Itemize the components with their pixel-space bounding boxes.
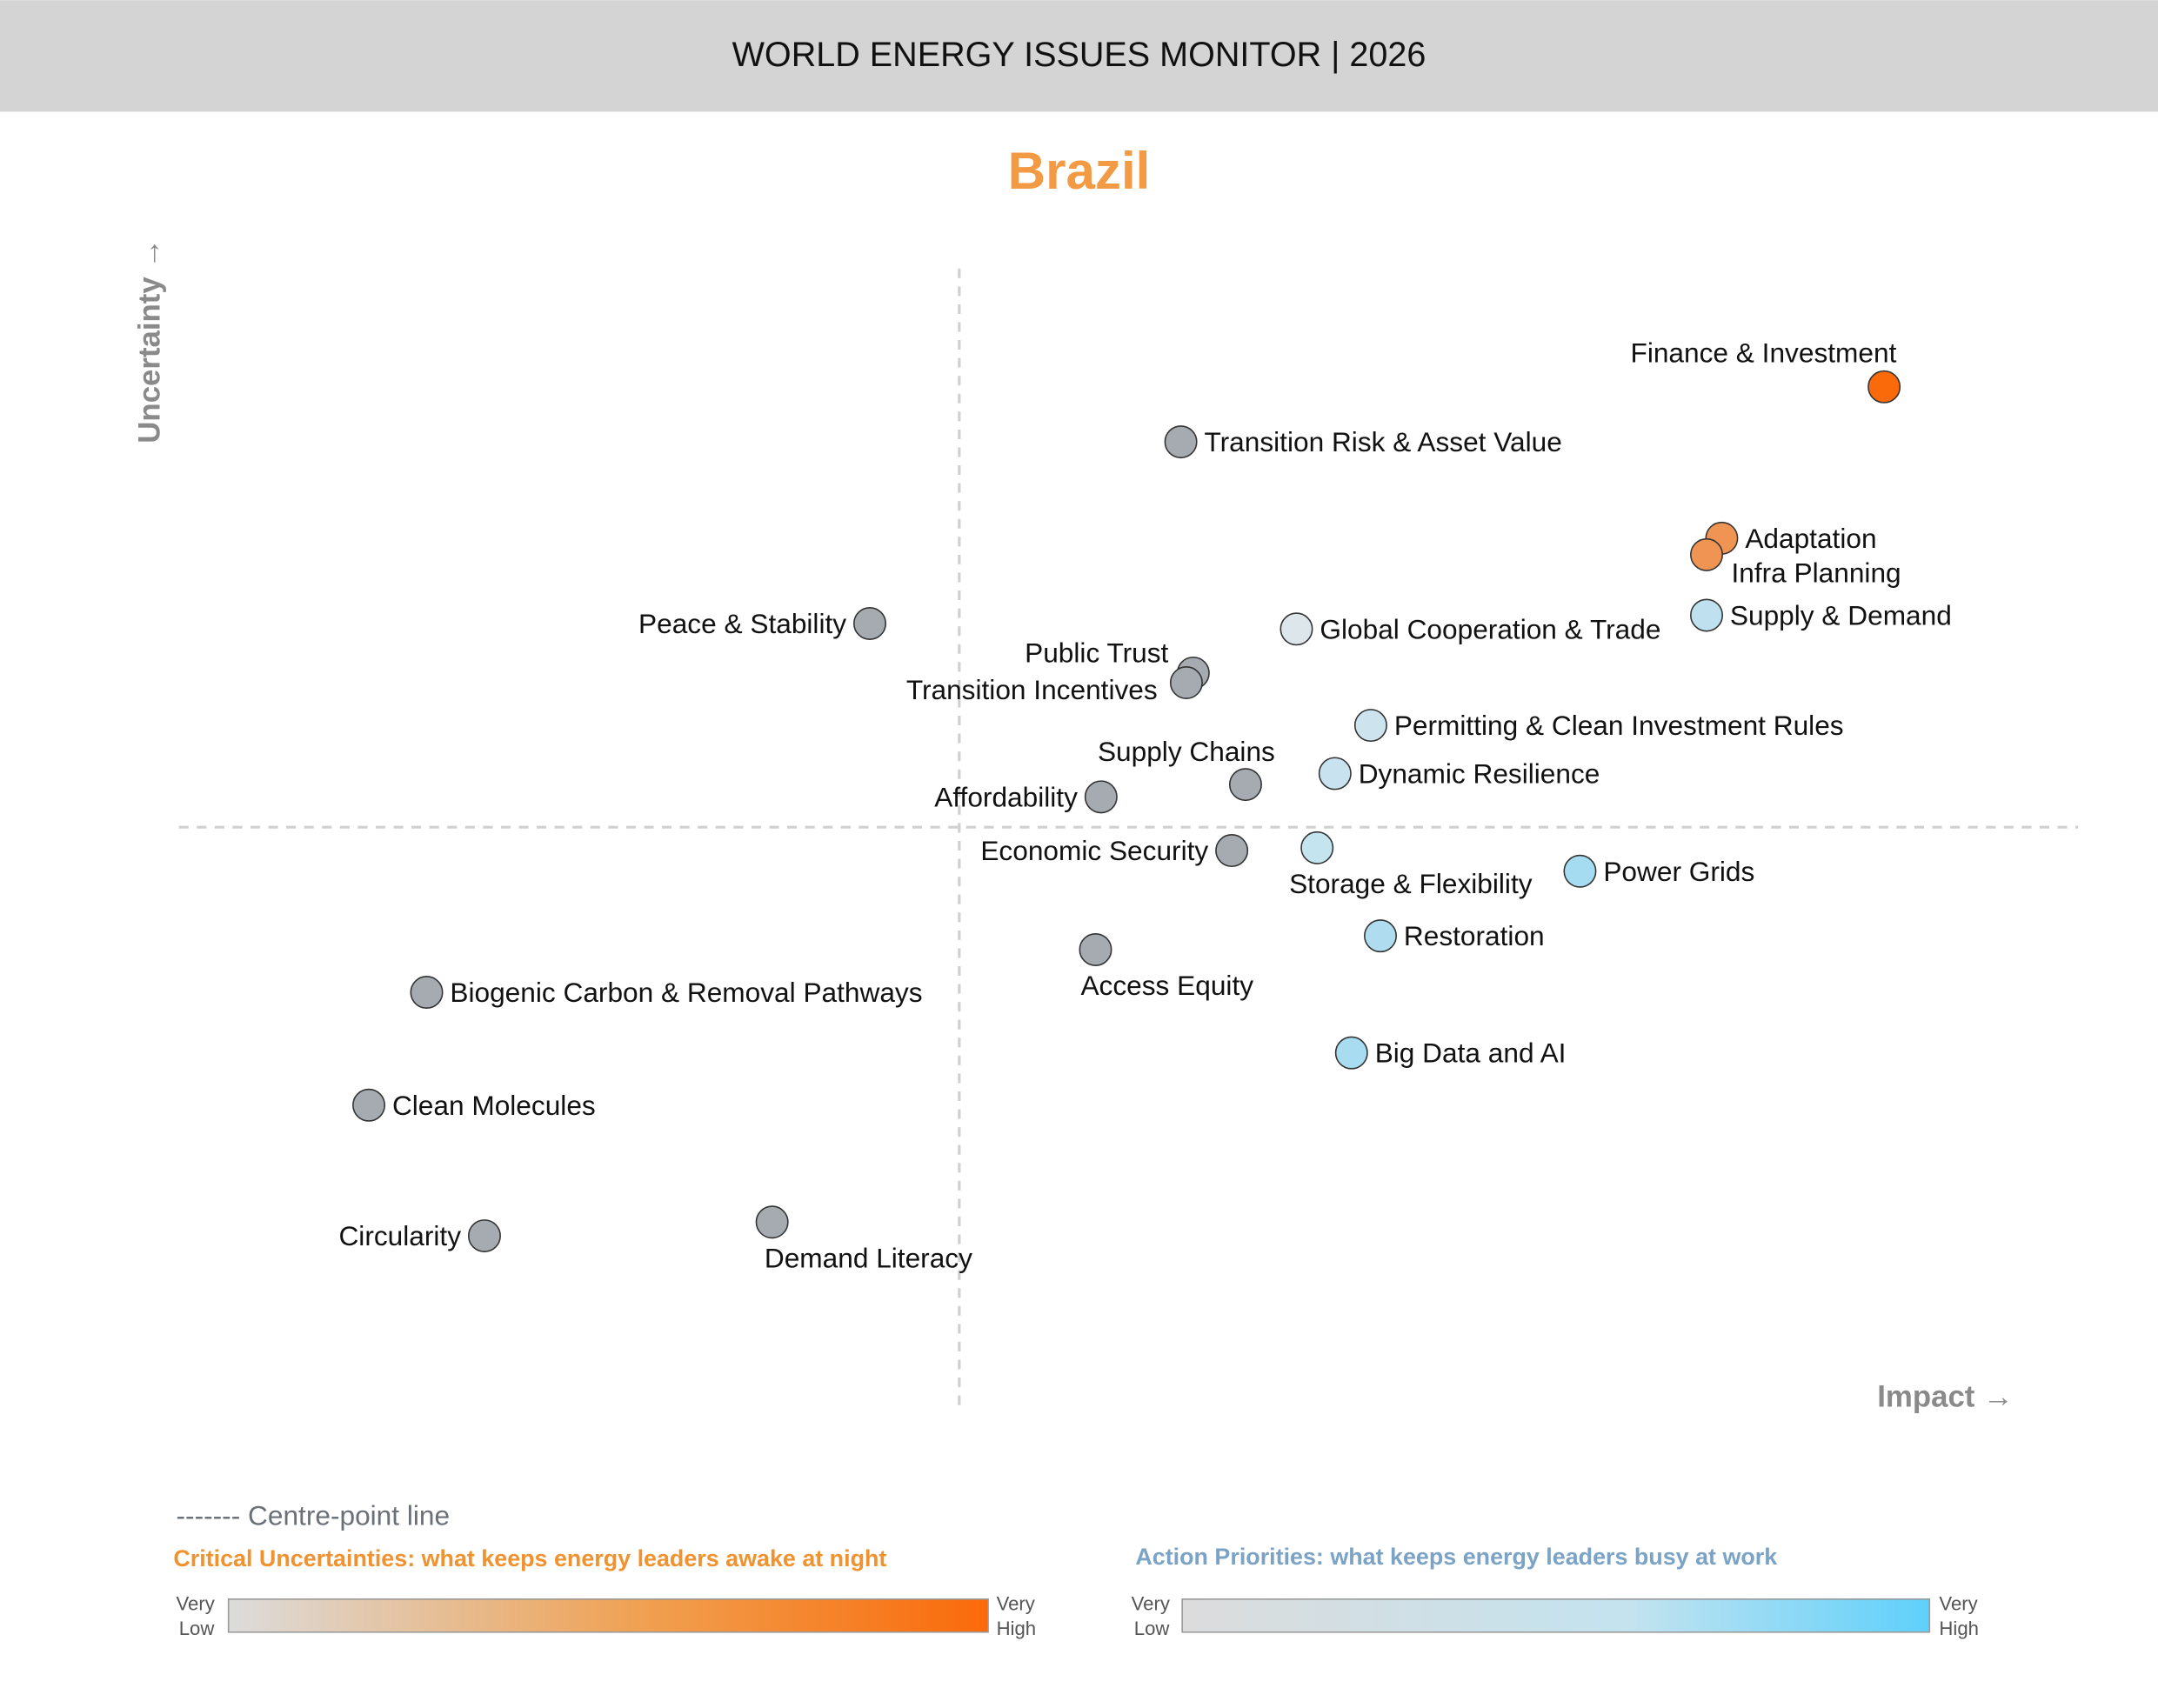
issue-label: Transition Risk & Asset Value bbox=[1204, 426, 1561, 457]
issue-point bbox=[467, 1219, 501, 1253]
action-low-1: Very bbox=[1132, 1592, 1171, 1614]
issue-label: Clean Molecules bbox=[392, 1090, 596, 1121]
issue-point bbox=[1079, 932, 1112, 966]
issue-label: Public Trust bbox=[1025, 637, 1168, 668]
issue-point bbox=[1228, 768, 1262, 802]
critical-legend-title: Critical Uncertainties: what keeps energ… bbox=[173, 1545, 886, 1571]
issue-point bbox=[853, 606, 886, 640]
issue-point bbox=[755, 1205, 789, 1239]
issue-label: Supply & Demand bbox=[1730, 600, 1952, 631]
issue-point bbox=[352, 1088, 386, 1122]
issue-point bbox=[410, 976, 444, 1010]
issue-point bbox=[1563, 854, 1597, 888]
issue-label: Restoration bbox=[1404, 920, 1545, 951]
issue-label: Affordability bbox=[934, 781, 1078, 812]
action-legend-title: Action Priorities: what keeps energy lea… bbox=[1135, 1544, 1777, 1570]
issue-point bbox=[1300, 831, 1334, 864]
issue-label: Peace & Stability bbox=[638, 608, 846, 639]
centre-line-legend: ------- Centre-point line bbox=[177, 1499, 451, 1531]
issue-label: Power Grids bbox=[1603, 856, 1754, 887]
issue-point bbox=[1084, 780, 1118, 814]
points-layer: Finance & Investment Transition Risk & As… bbox=[338, 337, 1951, 1273]
header-title: WORLD ENERGY ISSUES MONITOR | 2026 bbox=[732, 36, 1426, 74]
y-axis-label: Uncertainty → bbox=[133, 238, 167, 444]
header-bar bbox=[0, 0, 2158, 112]
critical-low-1: Very bbox=[177, 1592, 216, 1614]
issue-point bbox=[1164, 425, 1198, 459]
action-high-2: High bbox=[1939, 1618, 1979, 1639]
issue-point bbox=[1690, 537, 1724, 571]
issue-label: Adaptation bbox=[1745, 523, 1876, 554]
issue-point bbox=[1169, 666, 1203, 699]
issue-point bbox=[1690, 598, 1724, 632]
critical-high-1: Very bbox=[997, 1592, 1036, 1614]
critical-gradient-bar bbox=[227, 1598, 989, 1633]
issue-point bbox=[1353, 709, 1387, 743]
issue-label: Economic Security bbox=[980, 835, 1208, 866]
issue-point bbox=[1279, 612, 1313, 646]
action-gradient-bar bbox=[1181, 1598, 1931, 1633]
issue-label: Access Equity bbox=[1080, 970, 1253, 1001]
issue-label: Circularity bbox=[338, 1220, 461, 1251]
critical-low-2: Low bbox=[179, 1618, 216, 1639]
chart-title: Brazil bbox=[1008, 142, 1151, 200]
issue-point bbox=[1364, 919, 1398, 953]
issue-label: Demand Literacy bbox=[765, 1242, 972, 1273]
issue-label: Finance & Investment bbox=[1631, 337, 1897, 368]
issue-point bbox=[1318, 757, 1352, 791]
x-axis-label: Impact → bbox=[1877, 1379, 2014, 1413]
issue-label: Transition Incentives bbox=[906, 674, 1158, 705]
issue-label: Storage & Flexibility bbox=[1289, 868, 1533, 899]
issue-label: Dynamic Resilience bbox=[1359, 758, 1600, 790]
issue-label: Supply Chains bbox=[1098, 736, 1275, 767]
issue-point bbox=[1867, 370, 1901, 404]
issue-label: Global Cooperation & Trade bbox=[1320, 613, 1660, 644]
issue-point bbox=[1215, 834, 1249, 868]
issue-label: Biogenic Carbon & Removal Pathways bbox=[450, 977, 922, 1008]
issue-label: Permitting & Clean Investment Rules bbox=[1394, 710, 1844, 741]
issue-label: Big Data and AI bbox=[1375, 1037, 1567, 1069]
action-low-2: Low bbox=[1134, 1618, 1171, 1639]
issue-point bbox=[1334, 1036, 1368, 1070]
action-high-1: Very bbox=[1939, 1592, 1978, 1614]
issue-label: Infra Planning bbox=[1731, 557, 1901, 589]
critical-high-2: High bbox=[997, 1618, 1037, 1639]
